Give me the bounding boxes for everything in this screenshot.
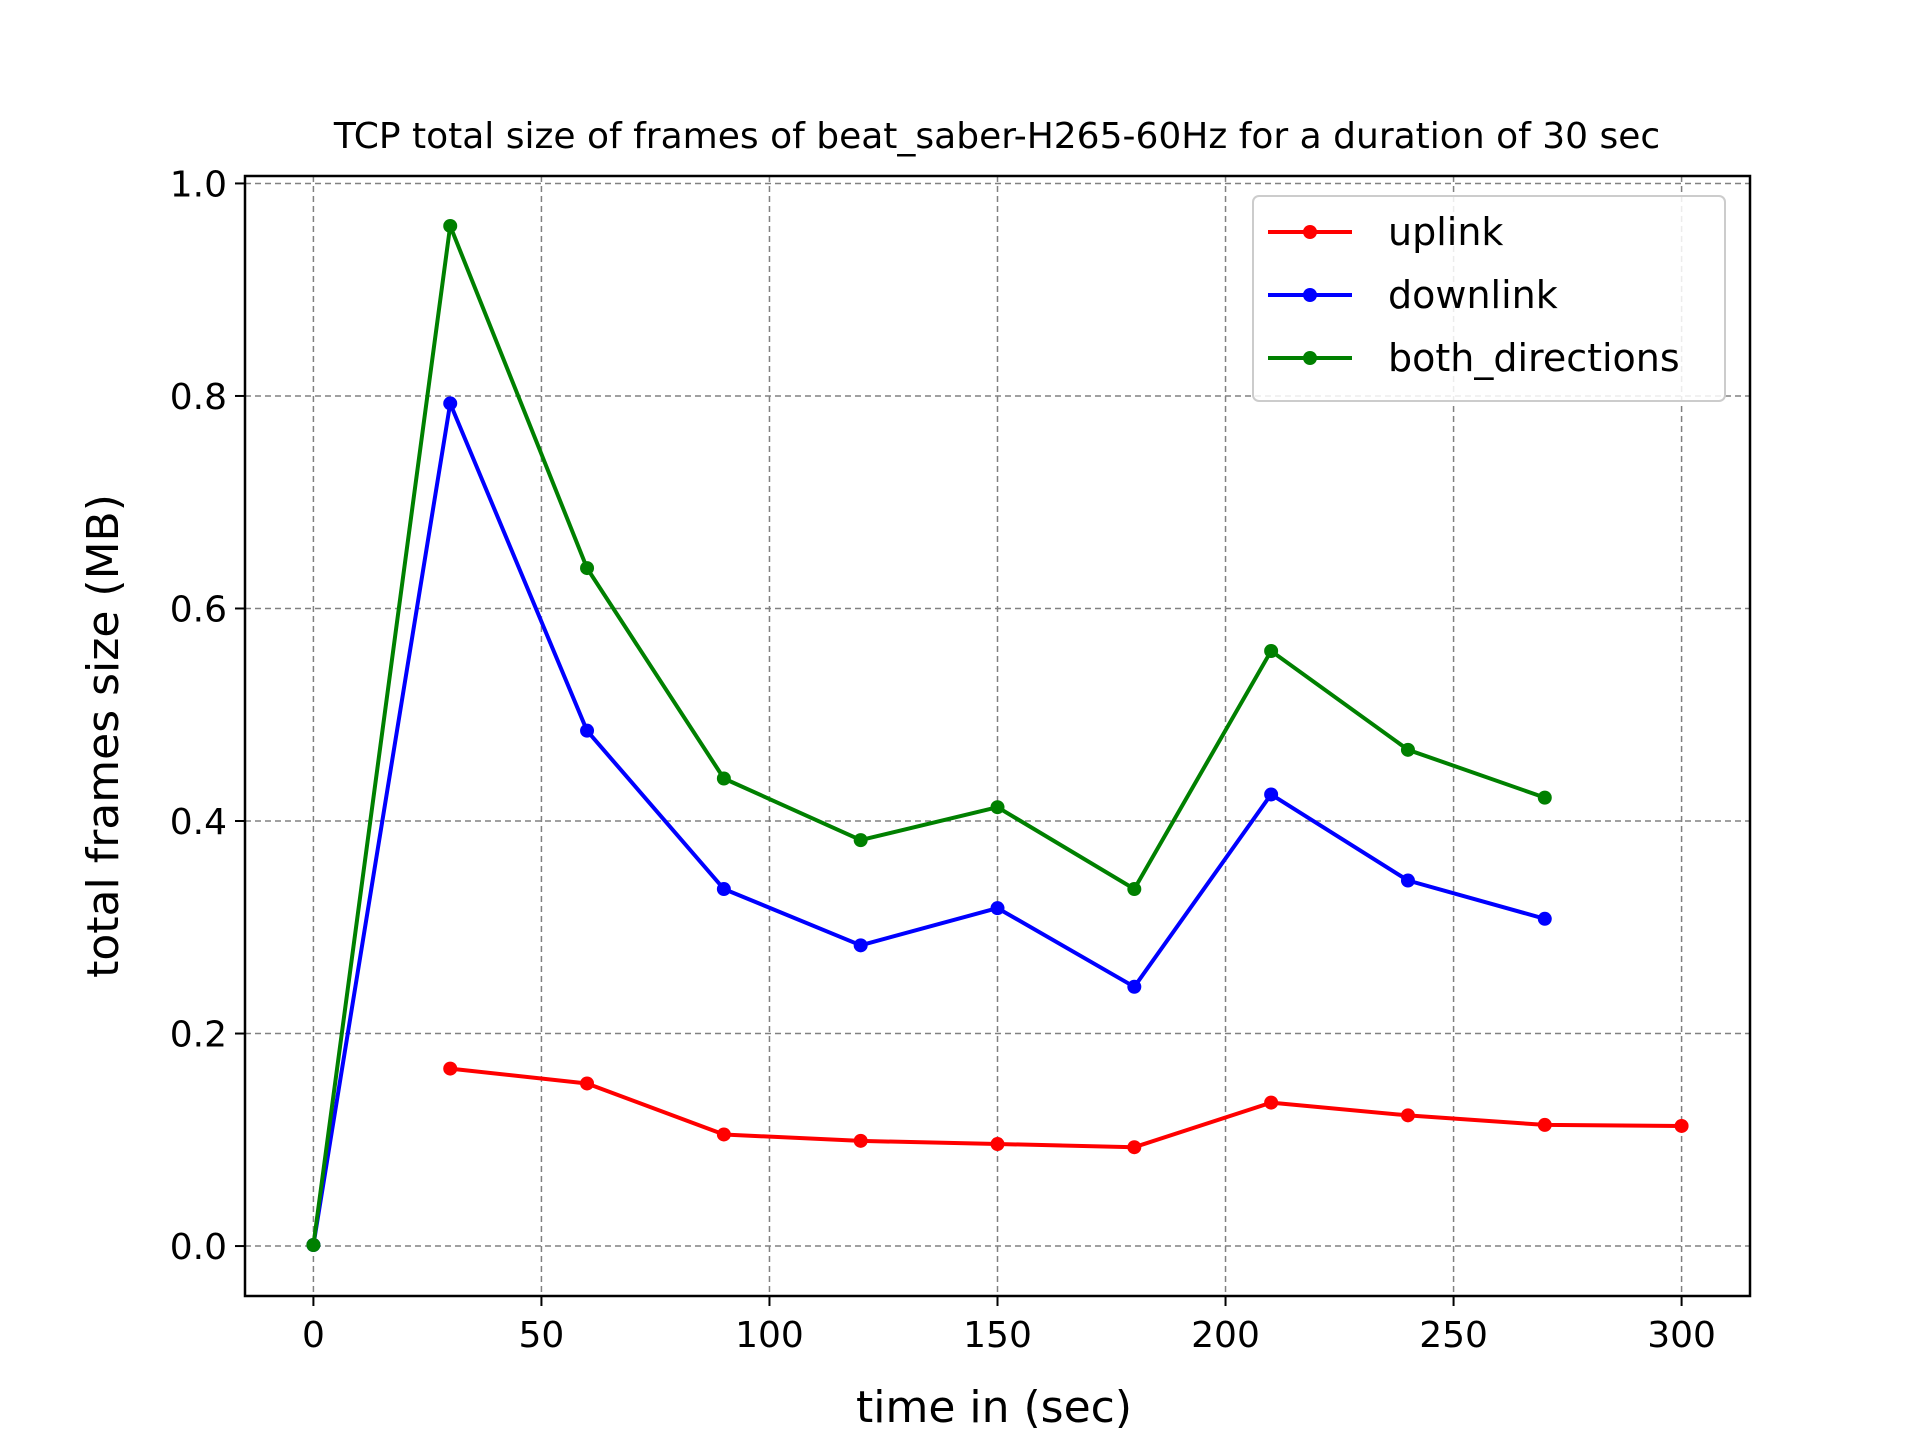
legend: uplink downlink both_directions xyxy=(1252,195,1726,402)
data-point-both_directions xyxy=(853,833,868,848)
y-tick-label: 0.0 xyxy=(170,1227,227,1268)
legend-label: downlink xyxy=(1388,273,1558,317)
legend-marker xyxy=(1303,351,1317,365)
data-point-uplink xyxy=(853,1133,868,1148)
y-tick-label: 0.6 xyxy=(170,589,227,630)
legend-marker xyxy=(1303,288,1317,302)
data-point-uplink xyxy=(716,1127,731,1142)
series-line-uplink xyxy=(449,1066,1682,1150)
x-tick-label: 150 xyxy=(963,1315,1032,1356)
y-axis-label: total frames size (MB) xyxy=(78,494,129,978)
data-point-downlink xyxy=(443,396,458,411)
x-tick-label: 50 xyxy=(519,1315,565,1356)
x-tick-label: 0 xyxy=(302,1315,325,1356)
y-tick-label: 1.0 xyxy=(170,164,227,205)
data-point-downlink xyxy=(1537,911,1552,926)
data-point-uplink xyxy=(1537,1117,1552,1132)
legend-entry-uplink: uplink xyxy=(1268,210,1503,254)
data-point-downlink xyxy=(1127,979,1142,994)
series-uplink xyxy=(443,1061,1689,1155)
data-point-uplink xyxy=(1264,1095,1279,1110)
y-tick-label: 0.8 xyxy=(170,377,227,418)
series-line-both_directions xyxy=(311,223,1546,1246)
legend-label: both_directions xyxy=(1388,336,1680,380)
x-axis-ticks: 0 50 100 150 200 250 300 xyxy=(302,1296,1716,1356)
data-point-both_directions xyxy=(1127,882,1142,897)
y-tick-label: 0.4 xyxy=(170,802,227,843)
data-point-both_directions xyxy=(716,771,731,786)
data-point-both_directions xyxy=(990,800,1005,815)
data-point-uplink xyxy=(580,1076,595,1091)
data-point-downlink xyxy=(853,938,868,953)
data-point-downlink xyxy=(1400,873,1415,888)
data-point-uplink xyxy=(1127,1140,1142,1155)
data-point-downlink xyxy=(580,723,595,738)
y-axis-ticks: 0.0 0.2 0.4 0.6 0.8 1.0 xyxy=(170,164,245,1268)
grid-lines xyxy=(245,176,1750,1296)
series-both_directions xyxy=(306,218,1552,1252)
series-line-downlink xyxy=(311,401,1546,1246)
data-point-both_directions xyxy=(1264,643,1279,658)
data-point-both_directions xyxy=(1537,790,1552,805)
data-point-downlink xyxy=(990,901,1005,916)
x-tick-label: 100 xyxy=(735,1315,804,1356)
x-axis-label: time in (sec) xyxy=(856,1382,1132,1433)
series-lines xyxy=(306,218,1689,1252)
x-tick-label: 250 xyxy=(1419,1315,1488,1356)
legend-entry-both_directions: both_directions xyxy=(1268,336,1680,380)
data-point-both_directions xyxy=(443,218,458,233)
data-point-downlink xyxy=(1264,787,1279,802)
x-tick-label: 300 xyxy=(1647,1315,1716,1356)
chart-title: TCP total size of frames of beat_saber-H… xyxy=(333,116,1660,157)
data-point-both_directions xyxy=(306,1237,321,1252)
data-point-both_directions xyxy=(580,561,595,576)
legend-box xyxy=(1252,195,1726,402)
y-tick-label: 0.2 xyxy=(170,1015,227,1056)
legend-label: uplink xyxy=(1388,210,1503,254)
data-point-uplink xyxy=(990,1137,1005,1152)
data-point-both_directions xyxy=(1400,742,1415,757)
legend-entries: uplink downlink both_directions xyxy=(1268,210,1680,380)
data-point-downlink xyxy=(716,882,731,897)
data-point-uplink xyxy=(443,1061,458,1076)
legend-entry-downlink: downlink xyxy=(1268,273,1558,317)
x-tick-label: 200 xyxy=(1191,1315,1260,1356)
data-point-uplink xyxy=(1400,1108,1415,1123)
data-point-uplink xyxy=(1674,1118,1689,1133)
legend-marker xyxy=(1303,225,1317,239)
